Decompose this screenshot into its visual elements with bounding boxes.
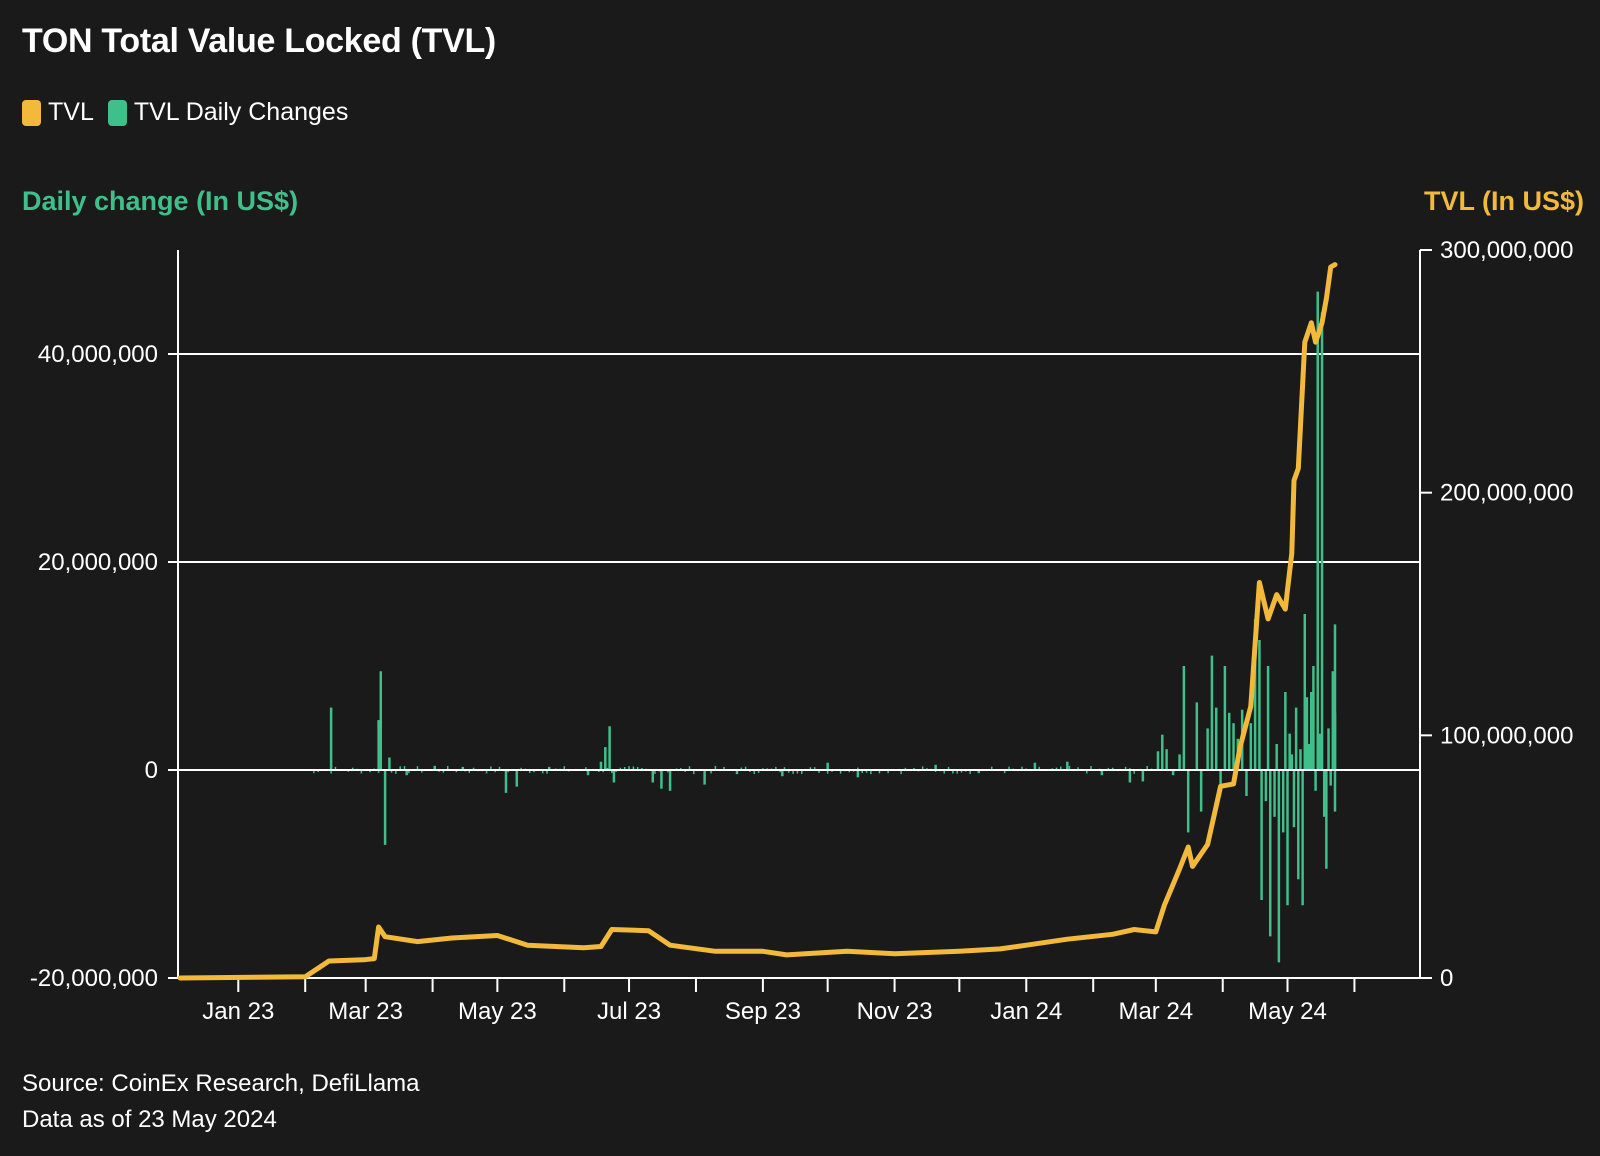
right-axis-title: TVL (In US$) bbox=[1423, 186, 1584, 216]
legend-swatch-tvl bbox=[22, 99, 41, 126]
left-axis-tick-label: 40,000,000 bbox=[38, 341, 158, 368]
right-axis-tick-label: 0 bbox=[1440, 965, 1453, 992]
source-note: Source: CoinEx Research, DefiLlama Data … bbox=[22, 1066, 420, 1138]
legend-swatch-daily-changes bbox=[107, 99, 127, 126]
source-text: Source: CoinEx Research, DefiLlama bbox=[22, 1070, 420, 1097]
x-axis-tick-label: Jan 24 bbox=[990, 998, 1062, 1025]
tvl-line bbox=[177, 262, 1338, 981]
legend-item-tvl: TVL bbox=[22, 98, 94, 127]
x-axis-tick-label: Mar 23 bbox=[328, 998, 403, 1025]
chart-title: TON Total Value Locked (TVL) bbox=[22, 22, 496, 60]
legend-label-tvl: TVL bbox=[48, 98, 94, 126]
left-axis-tick-label: -20,000,000 bbox=[30, 965, 158, 992]
data-date-text: Data as of 23 May 2024 bbox=[22, 1106, 277, 1133]
right-axis-tick-label: 100,000,000 bbox=[1440, 722, 1573, 749]
x-axis-tick-label: May 23 bbox=[458, 998, 537, 1025]
left-axis-title: Daily change (In US$) bbox=[22, 186, 299, 216]
right-axis-tick-label: 300,000,000 bbox=[1440, 237, 1573, 264]
x-axis-tick-label: Nov 23 bbox=[857, 998, 933, 1025]
left-axis-tick-label: 20,000,000 bbox=[38, 549, 158, 576]
x-axis-tick-label: Mar 24 bbox=[1118, 998, 1193, 1025]
legend: TVL TVL Daily Changes bbox=[22, 98, 362, 127]
legend-label-daily-changes: TVL Daily Changes bbox=[133, 98, 349, 126]
legend-item-daily-changes: TVL Daily Changes bbox=[107, 98, 349, 127]
x-axis-tick-label: May 24 bbox=[1248, 998, 1327, 1025]
left-axis-tick-label: 0 bbox=[145, 757, 158, 784]
x-axis-tick-label: Jul 23 bbox=[597, 998, 661, 1025]
x-axis-tick-label: Sep 23 bbox=[725, 998, 801, 1025]
right-axis-tick-label: 200,000,000 bbox=[1440, 480, 1573, 507]
x-axis-tick-label: Jan 23 bbox=[202, 998, 274, 1025]
